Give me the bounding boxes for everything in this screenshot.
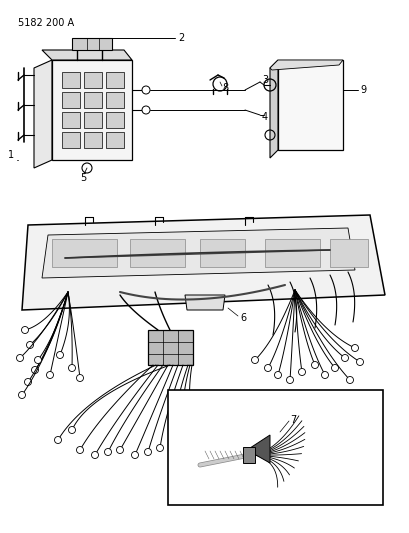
Circle shape <box>142 86 150 94</box>
Polygon shape <box>106 132 124 148</box>
Circle shape <box>264 365 271 372</box>
Polygon shape <box>72 38 112 50</box>
Circle shape <box>46 372 53 378</box>
Circle shape <box>56 351 63 359</box>
Circle shape <box>34 357 41 364</box>
Circle shape <box>68 365 75 372</box>
Polygon shape <box>277 60 342 150</box>
Polygon shape <box>106 112 124 128</box>
Circle shape <box>331 365 338 372</box>
Polygon shape <box>329 239 367 267</box>
Polygon shape <box>106 92 124 108</box>
Polygon shape <box>184 295 225 310</box>
Text: 7: 7 <box>289 415 296 425</box>
Polygon shape <box>62 132 80 148</box>
Text: 8: 8 <box>221 83 227 93</box>
Circle shape <box>346 376 353 384</box>
Polygon shape <box>84 112 102 128</box>
Circle shape <box>251 357 258 364</box>
Polygon shape <box>62 112 80 128</box>
Polygon shape <box>62 92 80 108</box>
Circle shape <box>286 376 293 384</box>
Circle shape <box>21 327 29 334</box>
Circle shape <box>25 378 31 385</box>
Text: 5182 200 A: 5182 200 A <box>18 18 74 28</box>
Circle shape <box>351 344 357 351</box>
Polygon shape <box>243 447 254 463</box>
Circle shape <box>311 361 318 368</box>
Circle shape <box>298 368 305 376</box>
Polygon shape <box>84 132 102 148</box>
Circle shape <box>341 354 348 361</box>
Circle shape <box>76 447 83 454</box>
Text: 3: 3 <box>261 75 267 85</box>
Circle shape <box>321 372 328 378</box>
Polygon shape <box>246 435 270 463</box>
Circle shape <box>181 439 188 446</box>
Circle shape <box>156 445 163 451</box>
Circle shape <box>168 441 175 448</box>
Polygon shape <box>200 239 245 267</box>
Polygon shape <box>52 60 132 160</box>
Polygon shape <box>106 72 124 88</box>
Text: 2: 2 <box>178 33 184 43</box>
Circle shape <box>142 106 150 114</box>
Text: 4: 4 <box>261 112 267 122</box>
Circle shape <box>18 392 25 399</box>
Polygon shape <box>34 60 52 168</box>
Circle shape <box>27 342 34 349</box>
Circle shape <box>194 437 201 443</box>
Circle shape <box>144 448 151 456</box>
Circle shape <box>116 447 123 454</box>
Circle shape <box>131 451 138 458</box>
Circle shape <box>82 163 92 173</box>
Polygon shape <box>264 239 319 267</box>
Polygon shape <box>84 92 102 108</box>
Circle shape <box>356 359 363 366</box>
Circle shape <box>104 448 111 456</box>
Text: 6: 6 <box>239 313 245 323</box>
Polygon shape <box>62 72 80 88</box>
Circle shape <box>54 437 61 443</box>
Text: 9: 9 <box>359 85 365 95</box>
Circle shape <box>274 372 281 378</box>
Polygon shape <box>270 60 277 158</box>
Text: 1: 1 <box>8 150 14 160</box>
Circle shape <box>68 426 75 433</box>
Circle shape <box>91 451 98 458</box>
Circle shape <box>16 354 23 361</box>
Polygon shape <box>52 239 117 267</box>
Polygon shape <box>22 215 384 310</box>
Circle shape <box>31 367 38 374</box>
Polygon shape <box>270 60 342 70</box>
Polygon shape <box>84 72 102 88</box>
Polygon shape <box>148 330 193 365</box>
Polygon shape <box>42 50 132 60</box>
Polygon shape <box>168 390 382 505</box>
Polygon shape <box>130 239 184 267</box>
Circle shape <box>76 375 83 382</box>
Polygon shape <box>42 228 354 278</box>
Text: 5: 5 <box>80 173 86 183</box>
